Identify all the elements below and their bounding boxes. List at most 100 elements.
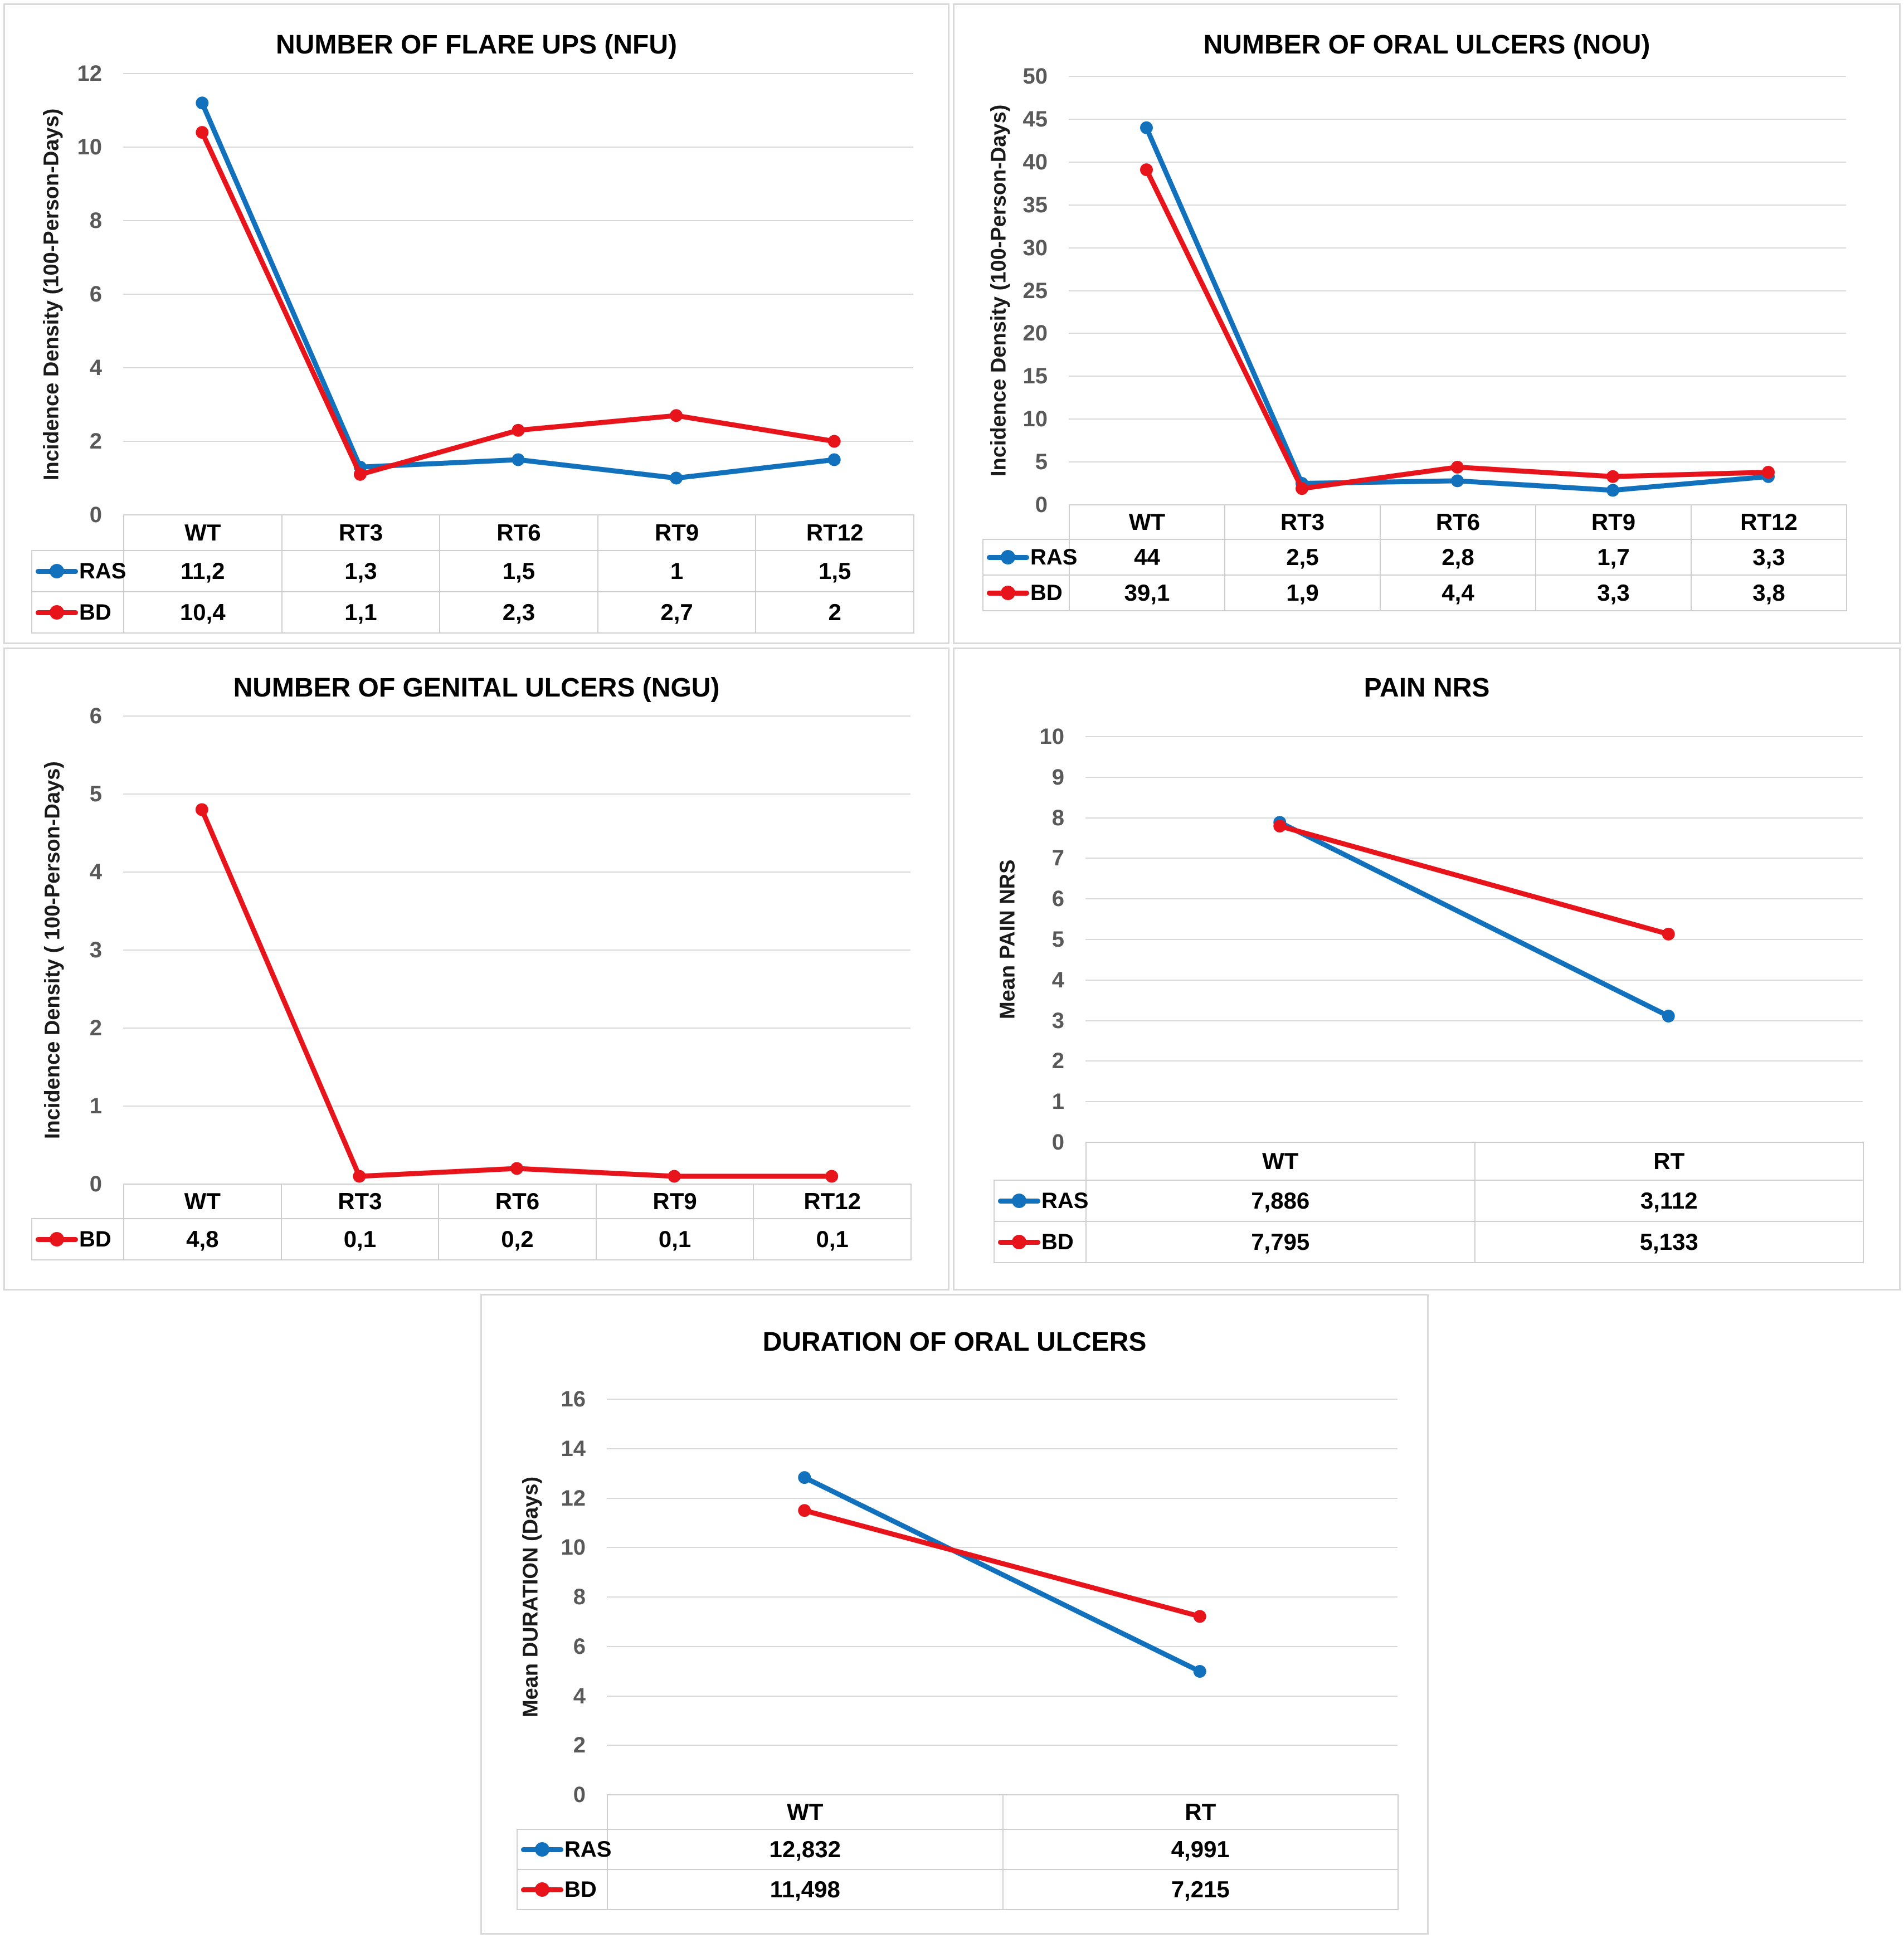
- y-tick-label: 8: [573, 1585, 586, 1609]
- table-row: BD 39,1 1,9 4,4 3,3 3,8: [982, 574, 1847, 611]
- value-cell: 2,3: [439, 591, 598, 634]
- value-cell: 3,3: [1691, 539, 1847, 576]
- table-row: BD 11,498 7,215: [517, 1869, 1399, 1910]
- gridline: [1069, 204, 1846, 206]
- gridline: [1069, 418, 1846, 420]
- category-header: WT: [123, 514, 283, 551]
- legend-item-ras: RAS: [31, 550, 126, 592]
- value-cell: 0,1: [753, 1218, 912, 1260]
- gridline: [123, 871, 910, 873]
- chart-panel-pain-nrs: PAIN NRS Mean PAIN NRS 0 1 2 3 4 5 6 7 8 9 10 WT RT R…: [953, 647, 1901, 1291]
- y-tick-label: 12: [561, 1486, 586, 1511]
- y-tick-label: 3: [89, 938, 102, 962]
- gridline: [1085, 1101, 1863, 1103]
- value-cell: 5,133: [1474, 1221, 1864, 1263]
- category-header: WT: [1069, 504, 1225, 540]
- y-tick-label: 12: [77, 61, 103, 86]
- data-table: WT RT3 RT6 RT9 RT12 BD 4,8 0,1 0,2 0,1 0,1: [31, 1184, 912, 1260]
- legend-item-ras: RAS: [994, 1180, 1089, 1222]
- value-cell: 1,5: [755, 550, 914, 592]
- table-row: RAS 7,886 3,112: [994, 1180, 1864, 1222]
- value-cell: 3,112: [1474, 1180, 1864, 1222]
- bd-data-point-marker: [353, 1170, 366, 1183]
- value-cell: 1,1: [281, 591, 441, 634]
- value-cell: 11,498: [607, 1869, 1004, 1910]
- data-table: WT RT3 RT6 RT9 RT12 RAS 11,2 1,3 1,5 1 1,5 BD 10,4 1,…: [31, 514, 914, 634]
- legend-marker-dot-icon: [535, 1882, 549, 1897]
- gridline: [123, 294, 913, 295]
- bd-data-point-marker: [1606, 470, 1619, 483]
- gridline: [1069, 118, 1846, 120]
- legend-series-name: BD: [564, 1877, 597, 1902]
- value-cell: 1,7: [1535, 539, 1692, 576]
- gridline: [123, 715, 910, 717]
- chart-title: PAIN NRS: [1364, 673, 1490, 703]
- value-cell: 10,4: [123, 591, 283, 634]
- gridline: [1069, 247, 1846, 249]
- value-cell: 7,886: [1085, 1180, 1476, 1222]
- value-cell: 1,9: [1224, 574, 1381, 611]
- gridline: [123, 147, 913, 148]
- legend-marker-dot-icon: [50, 563, 64, 578]
- data-table: WT RT3 RT6 RT9 RT12 RAS 44 2,5 2,8 1,7 3,3 BD 39,1 1,…: [982, 504, 1847, 611]
- chart-panel-duration-oral-ulcers: DURATION OF ORAL ULCERS Mean DURATION (D…: [480, 1294, 1429, 1935]
- category-header: RT: [1474, 1142, 1864, 1181]
- ras-data-point-marker: [1193, 1665, 1206, 1678]
- data-table: WT RT RAS 7,886 3,112 BD 7,795 5,133: [994, 1142, 1864, 1263]
- category-header: RT6: [439, 514, 598, 551]
- table-corner-blank: [517, 1795, 607, 1829]
- bd-data-point-marker: [1451, 460, 1464, 474]
- gridline: [607, 1547, 1397, 1549]
- legend-series-name: RAS: [1041, 1188, 1089, 1213]
- category-header: RT6: [1380, 504, 1536, 540]
- value-cell: 7,795: [1085, 1221, 1476, 1263]
- legend-series-name: RAS: [564, 1837, 612, 1862]
- legend-marker-dot-icon: [535, 1842, 549, 1857]
- y-tick-label: 4: [573, 1683, 586, 1708]
- ras-data-point-marker: [512, 453, 525, 466]
- ras-data-point-marker: [670, 471, 683, 485]
- ras-data-point-marker: [1451, 474, 1464, 488]
- value-cell: 7,215: [1002, 1869, 1399, 1910]
- ras-data-point-marker: [827, 453, 841, 466]
- value-cell: 3,3: [1535, 574, 1692, 611]
- gridline: [1085, 817, 1863, 819]
- bd-series-line: [802, 1508, 1202, 1619]
- y-tick-label: 2: [573, 1733, 586, 1758]
- y-tick-label: 3: [1051, 1008, 1064, 1033]
- gridline: [607, 1645, 1397, 1647]
- chart-panel-nfu: NUMBER OF FLARE UPS (NFU) Incidence Dens…: [3, 3, 949, 644]
- gridline: [1069, 161, 1846, 163]
- gridline: [1085, 858, 1863, 859]
- gridline: [1085, 1020, 1863, 1021]
- bd-series-line: [199, 130, 837, 477]
- y-tick-label: 0: [573, 1783, 586, 1807]
- y-tick-label: 0: [1051, 1130, 1064, 1155]
- value-cell: 2,8: [1380, 539, 1536, 576]
- value-cell: 3,8: [1691, 574, 1847, 611]
- gridline: [607, 1399, 1397, 1400]
- value-cell: 0,1: [280, 1218, 440, 1260]
- value-cell: 44: [1069, 539, 1225, 576]
- y-tick-label: 0: [1035, 493, 1048, 517]
- bd-data-point-marker: [196, 126, 209, 139]
- y-tick-label: 14: [561, 1436, 586, 1461]
- y-tick-label: 10: [1039, 724, 1065, 749]
- y-tick-label: 2: [89, 1016, 102, 1040]
- legend-series-name: BD: [1041, 1229, 1074, 1254]
- legend-item-bd: BD: [31, 1218, 124, 1260]
- category-header: RT9: [1535, 504, 1692, 540]
- legend-series-name: BD: [79, 600, 111, 625]
- table-row: RAS 44 2,5 2,8 1,7 3,3: [982, 539, 1847, 576]
- y-tick-label: 4: [89, 860, 102, 884]
- y-tick-label: 35: [1022, 192, 1048, 217]
- y-tick-label: 6: [89, 282, 102, 306]
- gridline: [607, 1596, 1397, 1598]
- y-tick-label: 8: [89, 208, 102, 233]
- legend-marker-dot-icon: [50, 605, 64, 620]
- gridline: [1085, 1060, 1863, 1062]
- ras-data-point-marker: [1296, 477, 1308, 490]
- y-tick-label: 4: [89, 356, 102, 380]
- legend-item-bd: BD: [982, 574, 1070, 611]
- legend-item-ras: RAS: [517, 1829, 611, 1870]
